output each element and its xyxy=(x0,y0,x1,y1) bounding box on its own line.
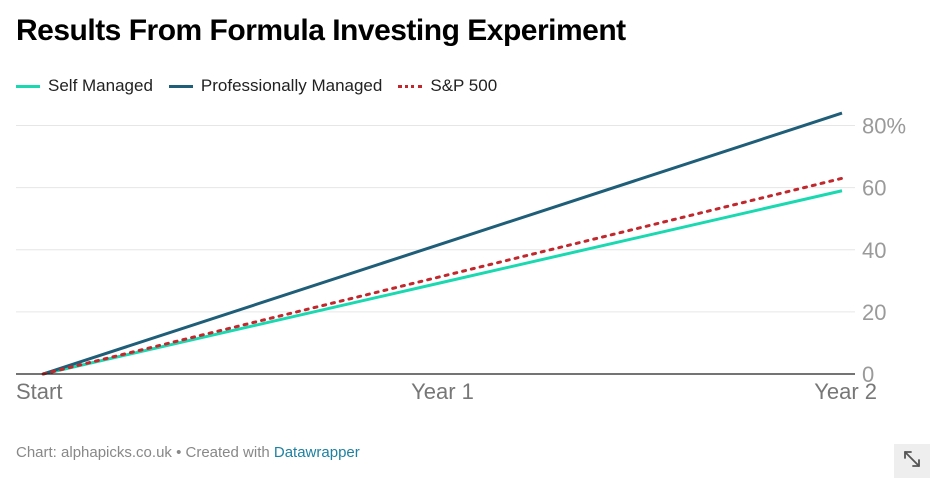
legend-label-sp500: S&P 500 xyxy=(430,76,498,95)
footer-credit: Chart: alphapicks.co.uk • Created with xyxy=(16,444,274,461)
x-tick-label-start: Start xyxy=(16,379,62,404)
chart-footer: Chart: alphapicks.co.uk • Created with D… xyxy=(16,444,360,461)
legend-item-professionally-managed: Professionally Managed xyxy=(168,76,383,96)
y-tick-label-20: 20 xyxy=(862,300,886,325)
chart-legend: Self Managed Professionally Managed S&P … xyxy=(16,76,513,96)
chart-title: Results From Formula Investing Experimen… xyxy=(16,14,626,47)
legend-swatch-professionally-managed xyxy=(168,84,193,88)
legend-swatch-sp500 xyxy=(398,84,423,88)
y-tick-label-40: 40 xyxy=(862,238,886,263)
line-chart: 0 20 40 60 80% Start Year 1 Year 2 xyxy=(16,111,906,404)
series-line-s-p-500 xyxy=(41,176,844,376)
y-tick-label-60: 60 xyxy=(862,176,886,201)
x-tick-label-year-1: Year 1 xyxy=(411,379,474,404)
legend-label-professionally-managed: Professionally Managed xyxy=(200,76,383,95)
y-tick-label-0: 0 xyxy=(862,362,874,387)
datawrapper-link[interactable]: Datawrapper xyxy=(273,444,360,461)
series-line-self-managed xyxy=(42,189,843,376)
legend-label-self-managed: Self Managed xyxy=(48,76,153,95)
x-tick-label-year-2: Year 2 xyxy=(814,379,877,404)
legend-item-sp500: S&P 500 xyxy=(398,76,497,96)
expand-arrows-icon xyxy=(902,449,922,474)
y-tick-label-80: 80% xyxy=(862,114,906,139)
expand-button[interactable] xyxy=(894,444,930,478)
legend-swatch-self-managed xyxy=(16,84,40,88)
series-line-professionally-managed xyxy=(42,111,843,376)
legend-item-self-managed: Self Managed xyxy=(16,76,153,96)
